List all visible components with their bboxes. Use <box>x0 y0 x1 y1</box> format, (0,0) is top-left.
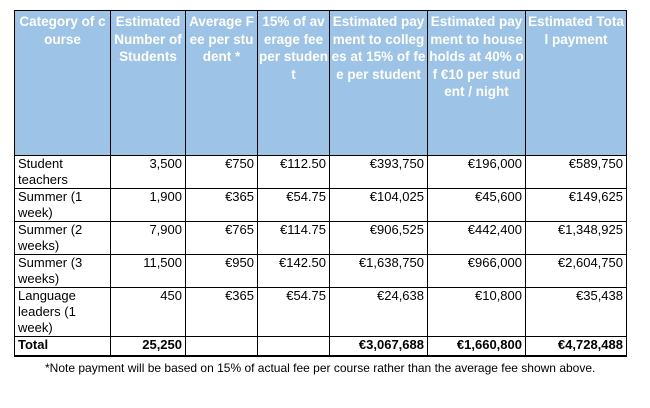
cell-students: 11,500 <box>110 254 186 288</box>
cell-category: Summer (1 week) <box>14 188 111 222</box>
payment-table-container: Category of course Estimated Number of S… <box>14 10 627 357</box>
table-row: Summer (1 week) 1,900 €365 €54.75 €104,0… <box>14 188 627 222</box>
header-payment-households: Estimated payment to households at 40% o… <box>427 10 526 156</box>
cell-average-fee: €765 <box>185 221 258 255</box>
header-total-payment: Estimated Total payment <box>525 10 627 156</box>
table-row: Summer (2 weeks) 7,900 €765 €114.75 €906… <box>14 221 627 255</box>
cell-average-fee: €365 <box>185 287 258 337</box>
cell-payment-colleges: €24,638 <box>329 287 428 337</box>
cell-students: 7,900 <box>110 221 186 255</box>
cell-15pct-fee: €54.75 <box>257 188 330 222</box>
cell-15pct-fee: €112.50 <box>257 155 330 189</box>
header-average-fee: Average Fee per student * <box>185 10 258 156</box>
cell-payment-households: €196,000 <box>427 155 526 189</box>
cell-total-payment: €149,625 <box>525 188 627 222</box>
cell-students: 450 <box>110 287 186 337</box>
total-row: Total 25,250 €3,067,688 €1,660,800 €4,72… <box>14 336 627 357</box>
cell-average-fee: €750 <box>185 155 258 189</box>
cell-total-payment: €35,438 <box>525 287 627 337</box>
cell-total-payment: €589,750 <box>525 155 627 189</box>
cell-15pct-fee: €54.75 <box>257 287 330 337</box>
total-payment-colleges: €3,067,688 <box>329 336 428 357</box>
header-category: Category of course <box>14 10 111 156</box>
cell-15pct-fee: €142.50 <box>257 254 330 288</box>
total-label: Total <box>14 336 111 357</box>
total-15pct-fee <box>257 336 330 357</box>
cell-category: Summer (2 weeks) <box>14 221 111 255</box>
total-payment: €4,728,488 <box>525 336 627 357</box>
cell-category: Language leaders (1 week) <box>14 287 111 337</box>
footnote: *Note payment will be based on 15% of ac… <box>45 361 596 375</box>
cell-15pct-fee: €114.75 <box>257 221 330 255</box>
cell-students: 1,900 <box>110 188 186 222</box>
cell-total-payment: €2,604,750 <box>525 254 627 288</box>
cell-payment-households: €45,600 <box>427 188 526 222</box>
cell-total-payment: €1,348,925 <box>525 221 627 255</box>
total-average-fee <box>185 336 258 357</box>
cell-students: 3,500 <box>110 155 186 189</box>
cell-payment-colleges: €104,025 <box>329 188 428 222</box>
cell-category: Student teachers <box>14 155 111 189</box>
cell-payment-households: €10,800 <box>427 287 526 337</box>
cell-payment-households: €442,400 <box>427 221 526 255</box>
table-row: Language leaders (1 week) 450 €365 €54.7… <box>14 287 627 337</box>
header-15pct-fee: 15% of average fee per student <box>257 10 330 156</box>
total-students: 25,250 <box>110 336 186 357</box>
header-number-students: Estimated Number of Students <box>110 10 186 156</box>
header-payment-colleges: Estimated payment to colleges at 15% of … <box>329 10 428 156</box>
cell-payment-households: €966,000 <box>427 254 526 288</box>
cell-payment-colleges: €393,750 <box>329 155 428 189</box>
cell-payment-colleges: €1,638,750 <box>329 254 428 288</box>
cell-average-fee: €950 <box>185 254 258 288</box>
payment-estimates-table: Category of course Estimated Number of S… <box>14 10 627 357</box>
cell-payment-colleges: €906,525 <box>329 221 428 255</box>
cell-category: Summer (3 weeks) <box>14 254 111 288</box>
table-row: Student teachers 3,500 €750 €112.50 €393… <box>14 155 627 189</box>
table-row: Summer (3 weeks) 11,500 €950 €142.50 €1,… <box>14 254 627 288</box>
header-row: Category of course Estimated Number of S… <box>14 10 627 156</box>
cell-average-fee: €365 <box>185 188 258 222</box>
total-payment-households: €1,660,800 <box>427 336 526 357</box>
